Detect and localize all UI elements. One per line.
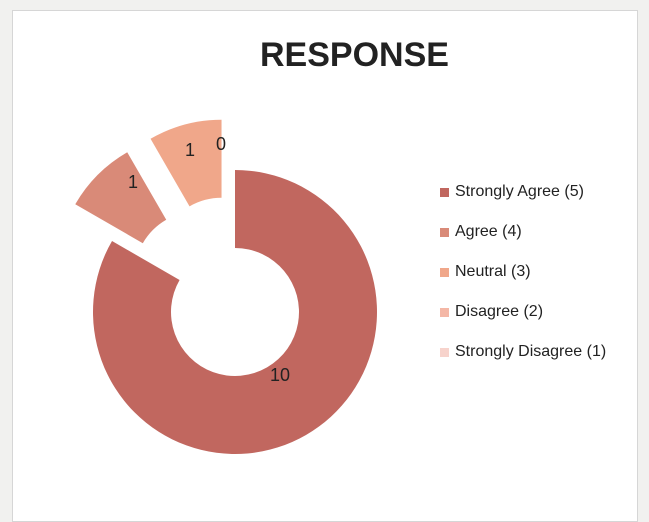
legend-swatch [440,187,449,197]
data-label-neutral: 1 [185,140,195,160]
data-label-agree: 1 [128,172,138,192]
legend-item-strongly-disagree: Strongly Disagree (1) [440,332,606,372]
slice-agree [75,152,167,244]
legend-label: Neutral (3) [455,263,531,280]
legend-swatch [440,227,449,237]
data-label-disagree: 0 [216,134,226,154]
legend-swatch [440,347,449,357]
legend-item-agree: Agree (4) [440,212,606,252]
legend-item-strongly-agree: Strongly Agree (5) [440,172,606,212]
legend-label: Disagree (2) [455,303,544,320]
slice-strongly-agree [92,170,377,454]
legend-swatch [440,307,449,317]
chart-legend: Strongly Agree (5) Agree (4) Neutral (3)… [440,172,606,372]
slice-neutral [150,119,222,207]
legend-label: Agree (4) [455,223,522,240]
chart-title: RESPONSE [260,36,449,74]
legend-item-neutral: Neutral (3) [440,252,606,292]
legend-swatch [440,267,449,277]
legend-item-disagree: Disagree (2) [440,292,606,332]
legend-label: Strongly Disagree (1) [455,343,607,360]
legend-label: Strongly Agree (5) [455,183,584,200]
data-label-strongly-agree: 10 [270,365,290,385]
